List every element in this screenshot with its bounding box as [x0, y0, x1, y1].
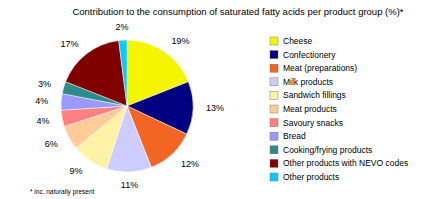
legend-swatch — [270, 105, 278, 113]
pie-slice — [66, 41, 127, 106]
legend-label: Savoury snacks — [283, 118, 343, 128]
pie — [61, 40, 193, 172]
legend-label: Milk products — [283, 77, 333, 87]
legend-swatch — [270, 64, 278, 72]
data-label: 2% — [116, 22, 129, 32]
data-label: 3% — [38, 79, 51, 89]
legend-swatch — [270, 78, 278, 86]
legend-label: Sandwich fillings — [283, 90, 346, 100]
legend-label: Meat (preparations) — [283, 63, 357, 73]
legend-swatch — [270, 119, 278, 127]
legend-swatch — [270, 159, 278, 167]
legend-label: Cooking/frying products — [283, 145, 372, 155]
data-label: 4% — [36, 116, 49, 126]
data-label: 9% — [70, 166, 83, 176]
chart-svg: Contribution to the consumption of satur… — [0, 0, 436, 199]
pie-slice — [119, 40, 127, 106]
legend-swatch — [270, 91, 278, 99]
legend-label: Bread — [283, 131, 306, 141]
legend: Cheese Confectionery Meat (preparations) Mi… — [270, 36, 408, 182]
chart-container: Contribution to the consumption of satur… — [0, 0, 436, 199]
data-label: 13% — [206, 103, 224, 113]
data-label: 17% — [61, 39, 79, 49]
data-label: 11% — [121, 180, 138, 190]
data-label: 12% — [181, 159, 199, 169]
title: Contribution to the consumption of satur… — [72, 6, 403, 17]
legend-swatch — [270, 51, 278, 59]
data-label: 4% — [35, 96, 48, 106]
legend-label: Confectionery — [283, 50, 336, 60]
legend-label: Other products — [283, 172, 339, 182]
legend-swatch — [270, 146, 278, 154]
legend-label: Meat products — [283, 104, 337, 114]
legend-swatch — [270, 132, 278, 140]
data-label: 6% — [45, 139, 58, 149]
legend-label: Other products with NEVO codes — [283, 158, 408, 168]
legend-swatch — [270, 173, 278, 181]
legend-label: Cheese — [283, 36, 313, 46]
footnote: * inc. naturally present — [30, 188, 95, 196]
data-label: 19% — [171, 36, 189, 46]
legend-swatch — [270, 37, 278, 45]
